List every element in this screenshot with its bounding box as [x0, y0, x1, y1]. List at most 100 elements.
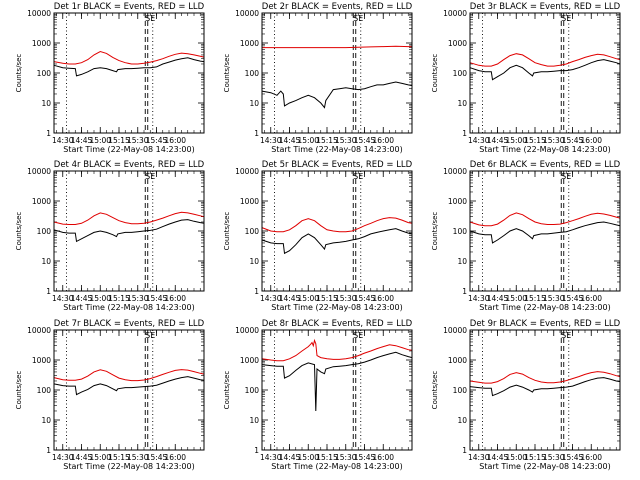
- series-line: [261, 217, 413, 233]
- y-tick-label: 1: [254, 446, 259, 455]
- x-tick-label: 15:30: [127, 453, 149, 462]
- chart-panel: Det 2r BLACK = Events, RED = LLD 1 10 100 10…: [223, 2, 413, 154]
- y-tick-label: 10: [457, 257, 467, 266]
- y-tick-label: 10000: [443, 167, 467, 176]
- y-axis-label: Counts/sec: [431, 54, 439, 93]
- y-axis-label: Counts/sec: [223, 54, 231, 93]
- chart-title: Det 3r BLACK = Events, RED = LLD: [470, 2, 621, 12]
- x-tick-label: 15:30: [335, 136, 357, 145]
- x-tick-label: 14:30: [468, 453, 490, 462]
- chart-title: Det 9r BLACK = Events, RED = LLD: [470, 319, 621, 329]
- y-tick-label: 10000: [27, 167, 51, 176]
- x-axis-label: Start Time (22-May-08 14:23:00): [479, 303, 610, 312]
- x-tick-label: 14:45: [279, 136, 301, 145]
- x-tick-label: 15:00: [505, 453, 527, 462]
- marker-label: SE: [561, 14, 571, 23]
- series-line: [469, 377, 621, 397]
- x-tick-label: 15:45: [354, 136, 376, 145]
- y-tick-label: 1000: [32, 197, 51, 206]
- x-tick-label: 14:45: [71, 136, 93, 145]
- x-tick-label: 15:30: [127, 294, 149, 303]
- x-tick-label: 15:00: [505, 136, 527, 145]
- x-tick-label: 16:00: [580, 294, 602, 303]
- marker-label: SE: [561, 331, 571, 340]
- y-tick-label: 10: [41, 257, 51, 266]
- y-axis-label: Counts/sec: [223, 371, 231, 410]
- x-tick-label: 15:15: [108, 453, 130, 462]
- chart-panel: Det 7r BLACK = Events, RED = LLD 1 10 100 10…: [15, 319, 205, 471]
- x-tick-label: 14:30: [52, 294, 74, 303]
- x-tick-label: 15:15: [524, 294, 546, 303]
- chart-panel: Det 9r BLACK = Events, RED = LLD 1 10 100 10…: [431, 319, 621, 471]
- y-tick-label: 100: [453, 69, 468, 78]
- y-tick-label: 1000: [240, 356, 259, 365]
- x-tick-label: 14:45: [279, 453, 301, 462]
- x-tick-label: 14:45: [71, 453, 93, 462]
- chart-panel: Det 3r BLACK = Events, RED = LLD 1 10 100 10…: [431, 2, 621, 154]
- y-tick-label: 10: [249, 99, 259, 108]
- y-axis-label: Counts/sec: [15, 212, 23, 251]
- y-tick-label: 1000: [448, 356, 467, 365]
- plot-frame: [261, 329, 413, 451]
- chart-title: Det 5r BLACK = Events, RED = LLD: [262, 160, 413, 170]
- y-tick-label: 1000: [240, 197, 259, 206]
- plot-frame: [469, 170, 621, 292]
- chart-title: Det 2r BLACK = Events, RED = LLD: [262, 2, 413, 12]
- x-tick-label: 15:30: [543, 453, 565, 462]
- y-tick-label: 10: [41, 416, 51, 425]
- x-tick-label: 14:45: [487, 136, 509, 145]
- x-tick-label: 14:30: [52, 453, 74, 462]
- series-line: [53, 50, 205, 65]
- x-tick-label: 14:45: [279, 294, 301, 303]
- series-line: [261, 351, 413, 412]
- x-tick-label: 15:45: [146, 294, 168, 303]
- x-tick-label: 16:00: [164, 453, 186, 462]
- chart-panel: Det 1r BLACK = Events, RED = LLD 1 10 100 10…: [15, 2, 205, 154]
- y-axis-label: Counts/sec: [223, 212, 231, 251]
- plot-frame: [53, 329, 205, 451]
- x-tick-label: 14:30: [468, 136, 490, 145]
- x-axis-label: Start Time (22-May-08 14:23:00): [63, 462, 194, 471]
- x-tick-label: 15:30: [335, 453, 357, 462]
- series-line: [53, 376, 205, 396]
- y-tick-label: 10: [457, 99, 467, 108]
- y-tick-label: 100: [37, 386, 52, 395]
- y-tick-label: 100: [245, 386, 260, 395]
- y-axis-label: Counts/sec: [15, 371, 23, 410]
- chart-panel: Det 8r BLACK = Events, RED = LLD 1 10 100 10…: [223, 319, 413, 471]
- y-tick-label: 10: [249, 416, 259, 425]
- marker-label: SE: [353, 172, 363, 181]
- plot-frame: [53, 12, 205, 134]
- y-axis-label: Counts/sec: [431, 212, 439, 251]
- series-line: [469, 212, 621, 227]
- series-line: [469, 371, 621, 384]
- x-tick-label: 15:00: [297, 294, 319, 303]
- y-tick-label: 1000: [448, 39, 467, 48]
- x-tick-label: 15:30: [543, 294, 565, 303]
- x-tick-label: 15:00: [89, 294, 111, 303]
- y-axis-label: Counts/sec: [15, 54, 23, 93]
- marker-label: SE: [145, 331, 155, 340]
- x-tick-label: 14:30: [260, 453, 282, 462]
- y-tick-label: 100: [453, 227, 468, 236]
- y-tick-label: 1000: [32, 39, 51, 48]
- x-axis-label: Start Time (22-May-08 14:23:00): [271, 145, 402, 154]
- x-tick-label: 15:15: [108, 136, 130, 145]
- x-tick-label: 14:45: [71, 294, 93, 303]
- x-tick-label: 15:45: [146, 453, 168, 462]
- y-tick-label: 1: [254, 129, 259, 138]
- y-tick-label: 10: [41, 99, 51, 108]
- x-axis-label: Start Time (22-May-08 14:23:00): [479, 462, 610, 471]
- plot-frame: [53, 170, 205, 292]
- y-tick-label: 100: [245, 69, 260, 78]
- y-tick-label: 10000: [235, 326, 259, 335]
- chart-title: Det 6r BLACK = Events, RED = LLD: [470, 160, 621, 170]
- chart-title: Det 4r BLACK = Events, RED = LLD: [54, 160, 205, 170]
- chart-panel: Det 6r BLACK = Events, RED = LLD 1 10 100 10…: [431, 160, 621, 312]
- y-tick-label: 10000: [443, 9, 467, 18]
- series-line: [262, 45, 413, 49]
- x-tick-label: 15:45: [562, 294, 584, 303]
- y-tick-label: 1: [254, 287, 259, 296]
- x-tick-label: 16:00: [580, 136, 602, 145]
